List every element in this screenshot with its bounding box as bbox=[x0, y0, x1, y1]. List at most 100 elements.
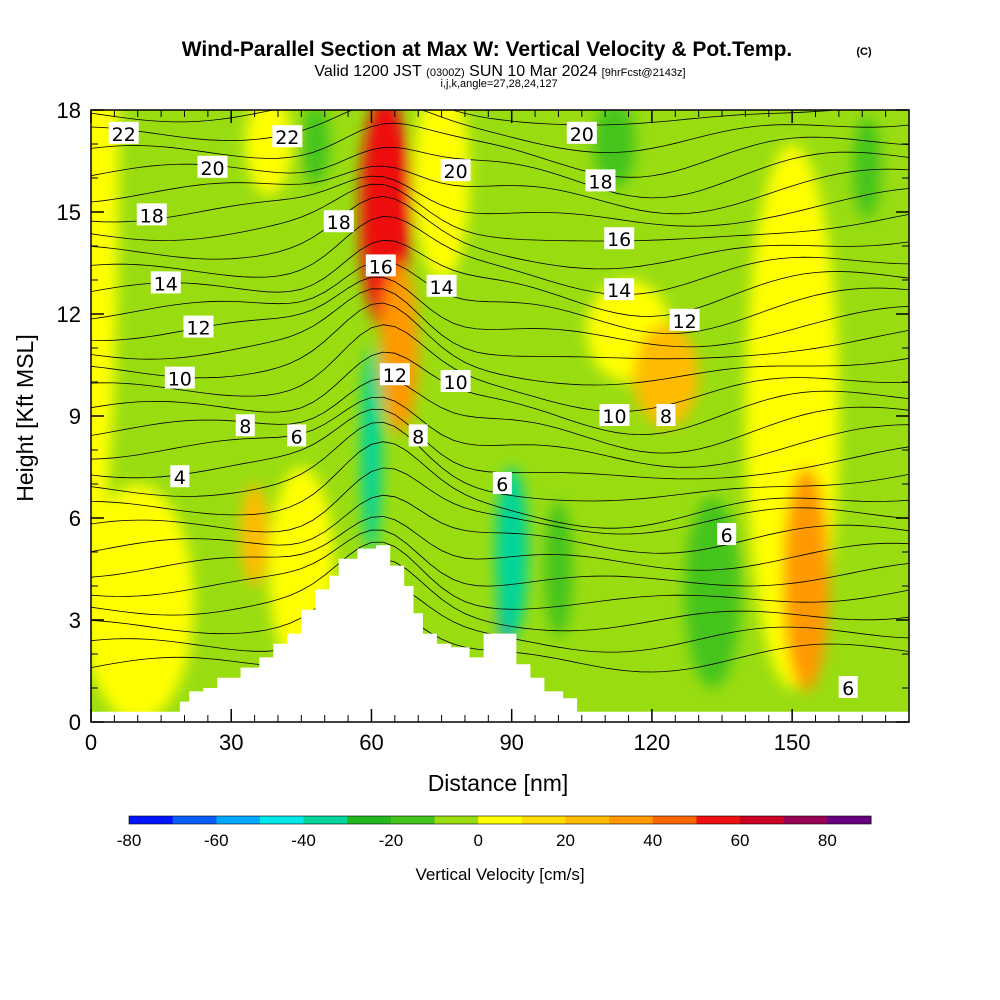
contour-label-text-9: 16 bbox=[607, 229, 631, 251]
contour-label-21: 8 bbox=[656, 404, 676, 428]
contour-label-text-14: 12 bbox=[383, 365, 407, 387]
colorbar-swatch-15 bbox=[783, 816, 828, 824]
velocity-field bbox=[91, 110, 881, 722]
theta-contour-22 bbox=[91, 183, 909, 242]
contour-label-4: 20 bbox=[566, 121, 597, 146]
colorbar-swatch-13 bbox=[696, 816, 741, 824]
contour-label-10: 14 bbox=[150, 271, 181, 295]
contour-label-text-4: 20 bbox=[570, 124, 594, 146]
x-axis: 0 30 60 90 120 150 bbox=[85, 110, 887, 755]
contour-label-text-5: 18 bbox=[140, 205, 164, 227]
colorbar-swatch-5 bbox=[347, 816, 392, 824]
colorbar-swatch-0 bbox=[129, 816, 174, 824]
contour-label-box-1 bbox=[272, 125, 303, 148]
colorbar-swatch-8 bbox=[478, 816, 523, 824]
theta-contour-8 bbox=[91, 441, 909, 529]
theta-contour-7 bbox=[91, 467, 909, 535]
y-tick-label-3: 9 bbox=[69, 404, 81, 429]
contour-label-box-4 bbox=[566, 121, 597, 144]
colorbar-swatch-6 bbox=[390, 816, 436, 824]
contour-label-box-14 bbox=[379, 363, 410, 386]
colorbar-tick-label-0: -80 bbox=[117, 831, 142, 850]
contour-label-14: 12 bbox=[379, 363, 410, 387]
contour-label-1: 22 bbox=[272, 125, 303, 149]
theta-contour-26 bbox=[91, 122, 909, 178]
colorbar-swatch-14 bbox=[740, 816, 785, 824]
updraft-region-2 bbox=[782, 467, 830, 692]
y-tick-label-5: 15 bbox=[57, 200, 81, 225]
updraft-region-3 bbox=[240, 484, 269, 586]
contour-label-13: 12 bbox=[183, 315, 214, 340]
theta-contour-11 bbox=[91, 396, 909, 468]
contour-label-box-0 bbox=[108, 121, 139, 144]
theta-contour-3 bbox=[91, 541, 909, 616]
colorbar-swatch-10 bbox=[565, 816, 610, 824]
colorbar-tick-label-7: 60 bbox=[731, 831, 750, 850]
contour-label-text-6: 18 bbox=[327, 212, 351, 234]
contour-label-box-23 bbox=[492, 472, 512, 494]
theta-contour-28 bbox=[91, 110, 839, 126]
contour-label-text-20: 8 bbox=[412, 426, 424, 448]
contour-label-box-16 bbox=[164, 366, 195, 389]
contour-label-text-24: 6 bbox=[721, 525, 733, 547]
contour-label-20: 8 bbox=[408, 424, 428, 448]
colorbar-swatch-12 bbox=[652, 816, 697, 824]
contour-label-text-18: 10 bbox=[602, 406, 626, 428]
contour-label-text-13: 12 bbox=[186, 318, 210, 340]
contour-label-text-16: 10 bbox=[168, 369, 192, 391]
colorbar-swatch-9 bbox=[521, 816, 566, 824]
y-axis: 0 3 6 9 12 15 18 bbox=[57, 98, 909, 735]
contour-label-box-6 bbox=[323, 210, 354, 233]
theta-contour-20 bbox=[91, 215, 909, 296]
contour-label-24: 6 bbox=[717, 523, 737, 547]
contour-label-text-11: 14 bbox=[429, 277, 453, 299]
contour-label-box-22 bbox=[287, 424, 307, 447]
x-tick-label-2: 60 bbox=[359, 730, 383, 755]
contour-label-6: 18 bbox=[323, 210, 354, 234]
theta-contour-18 bbox=[91, 260, 909, 335]
subtitle-forecast: [9hrFcst@2143z] bbox=[602, 67, 686, 79]
contour-label-0: 22 bbox=[108, 121, 139, 146]
colorbar-ticks: -80 -60 -40 -20 0 20 40 60 80 bbox=[117, 831, 837, 850]
y-tick-label-2: 6 bbox=[69, 506, 81, 531]
contour-label-text-8: 16 bbox=[369, 256, 393, 278]
contour-label-12: 14 bbox=[604, 278, 635, 302]
contour-label-text-15: 12 bbox=[673, 311, 697, 333]
theta-contour-14 bbox=[91, 324, 909, 413]
x-tick-label-4: 120 bbox=[634, 730, 671, 755]
theta-contour-19 bbox=[91, 239, 909, 317]
plot-area: 22 22 20 20 20 18 18 18 16 16 14 14 14 12 12 12 10 10 10 8 8… bbox=[91, 110, 909, 722]
downdraft-region-7 bbox=[544, 501, 573, 637]
downdraft-region-6 bbox=[852, 116, 881, 219]
contour-label-text-22: 6 bbox=[291, 426, 303, 448]
contour-label-box-19 bbox=[235, 414, 255, 437]
contour-label-7: 18 bbox=[585, 169, 616, 193]
contour-label-text-19: 8 bbox=[239, 416, 251, 438]
contour-label-23: 6 bbox=[492, 472, 512, 496]
contour-label-text-21: 8 bbox=[660, 406, 672, 428]
contour-label-box-7 bbox=[585, 169, 616, 192]
x-tick-label-1: 30 bbox=[219, 730, 243, 755]
updraft-region-1 bbox=[380, 263, 419, 433]
downdraft-region-2 bbox=[495, 467, 529, 637]
chart-subtitle-small: i,j,k,angle=27,28,24,127 bbox=[440, 78, 557, 90]
contour-label-box-9 bbox=[604, 227, 635, 250]
contour-label-box-8 bbox=[365, 254, 396, 277]
colorbar-tick-label-2: -40 bbox=[291, 831, 316, 850]
contour-label-17: 10 bbox=[440, 370, 471, 394]
contour-label-8: 16 bbox=[365, 254, 396, 278]
contour-label-text-1: 22 bbox=[275, 127, 299, 149]
y-tick-label-4: 12 bbox=[57, 302, 81, 327]
contour-label-box-15 bbox=[669, 308, 700, 331]
x-tick-label-0: 0 bbox=[85, 730, 97, 755]
contour-label-box-24 bbox=[717, 523, 737, 545]
subtitle-date: SUN 10 Mar 2024 bbox=[469, 63, 597, 80]
contour-label-16: 10 bbox=[164, 366, 195, 391]
colorbar-swatch-1 bbox=[172, 816, 217, 824]
colorbar-swatch-11 bbox=[609, 816, 654, 824]
field-band-5 bbox=[91, 484, 194, 722]
contour-label-text-7: 18 bbox=[588, 171, 612, 193]
contour-label-text-12: 14 bbox=[607, 280, 631, 302]
colorbar-tick-label-4: 0 bbox=[473, 831, 482, 850]
terrain bbox=[91, 545, 909, 722]
